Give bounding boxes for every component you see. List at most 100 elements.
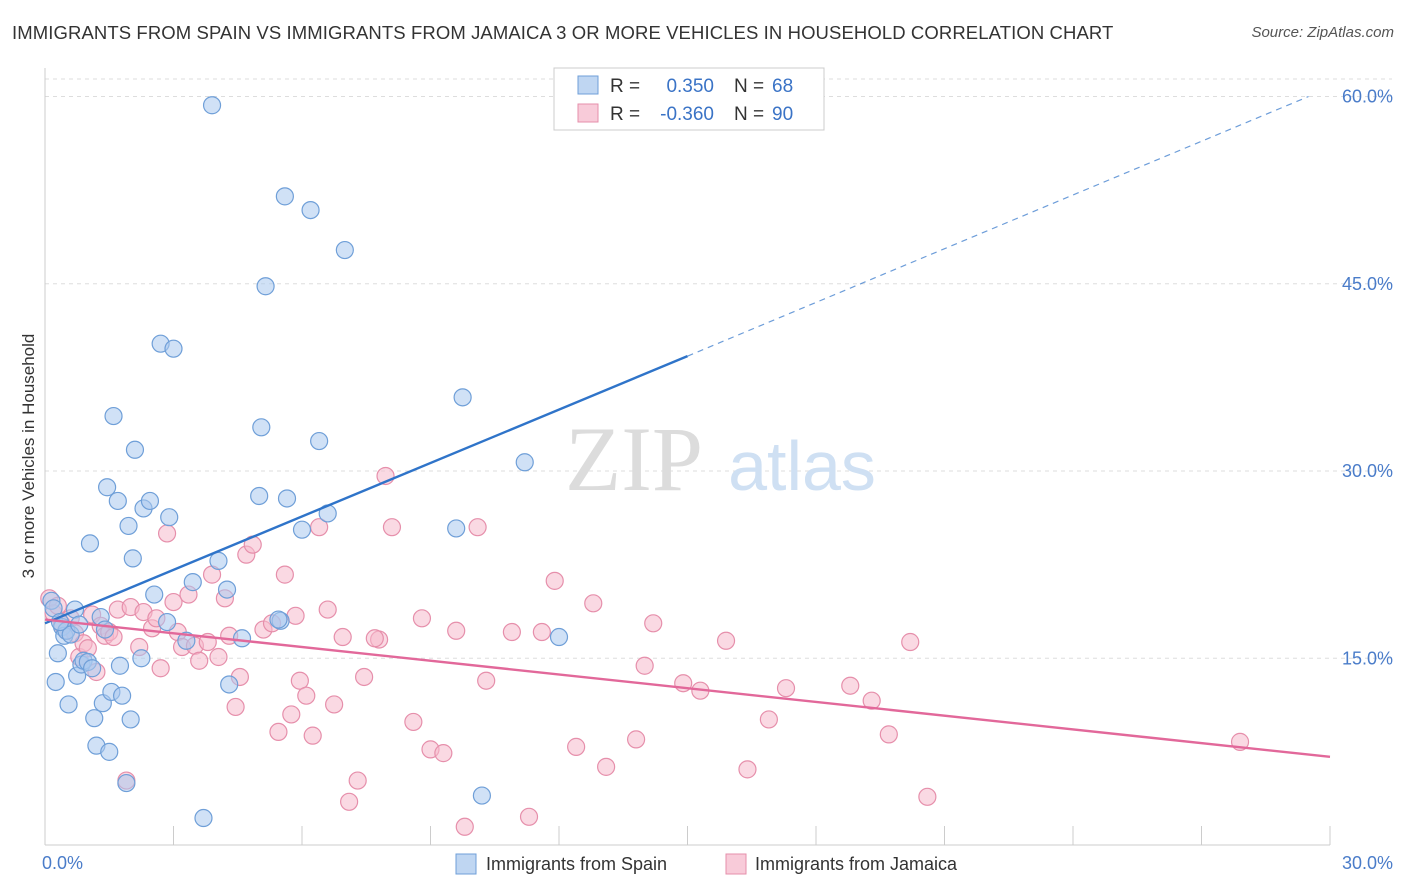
jamaica-point xyxy=(325,695,344,714)
jamaica-point xyxy=(290,671,309,690)
x-tick-labels: 0.0% 30.0% xyxy=(42,853,1393,873)
jamaica-point xyxy=(635,656,654,675)
jamaica-point xyxy=(365,629,384,648)
spain-point xyxy=(95,620,115,639)
spain-point xyxy=(80,534,100,553)
jamaica-point xyxy=(297,686,316,705)
jamaica-point xyxy=(862,691,881,710)
trend-lines xyxy=(44,95,1331,759)
jamaica-point xyxy=(226,697,245,717)
spain-point xyxy=(83,659,102,678)
jamaica-point xyxy=(340,792,359,811)
jamaica-point xyxy=(209,647,228,667)
legend-jamaica-label: Immigrants from Jamaica xyxy=(755,854,958,874)
spain-point xyxy=(447,519,466,538)
spain-point xyxy=(125,440,145,459)
jamaica-point xyxy=(597,757,616,776)
legend-jamaica-swatch xyxy=(725,853,747,875)
spain-point xyxy=(145,585,164,604)
spain-points xyxy=(42,96,569,828)
spain-r-value: 0.350 xyxy=(666,76,714,97)
spain-point xyxy=(48,644,67,663)
spain-point xyxy=(100,742,119,761)
jamaica-point xyxy=(348,771,367,790)
spain-point xyxy=(160,508,179,527)
watermark-atlas: atlas xyxy=(728,427,876,505)
jamaica-point xyxy=(164,592,183,612)
spain-point xyxy=(252,418,271,437)
jamaica-point xyxy=(303,726,322,745)
spain-point xyxy=(277,489,297,508)
jamaica-point xyxy=(532,622,551,642)
legend-spain-label: Immigrants from Spain xyxy=(486,854,667,874)
jamaica-point xyxy=(468,518,487,537)
spain-point xyxy=(110,656,130,675)
jamaica-point xyxy=(275,565,294,584)
spain-swatch xyxy=(577,75,599,95)
spain-point xyxy=(335,240,354,260)
grid-lines xyxy=(45,78,1392,659)
y-tick-labels: 15.0% 30.0% 45.0% 60.0% xyxy=(1342,87,1393,669)
y-tick-label: 60.0% xyxy=(1342,87,1393,107)
spain-point xyxy=(275,187,294,206)
spain-point xyxy=(220,675,239,694)
jamaica-point xyxy=(477,671,496,690)
y-tick-label: 45.0% xyxy=(1342,274,1393,294)
jamaica-point xyxy=(738,760,757,779)
spain-r-label: R = xyxy=(610,76,640,97)
legend-spain-swatch xyxy=(455,853,477,875)
jamaica-point xyxy=(901,632,920,652)
jamaica-point xyxy=(404,712,423,732)
spain-point xyxy=(202,96,222,115)
jamaica-point xyxy=(626,730,646,749)
x-tick-label: 30.0% xyxy=(1342,853,1393,873)
y-axis-label: 3 or more Vehicles in Household xyxy=(19,334,38,579)
spain-point xyxy=(123,549,142,568)
jamaica-point xyxy=(567,737,586,756)
spain-point xyxy=(217,580,237,599)
jamaica-point xyxy=(190,651,209,670)
bottom-legend: Immigrants from Spain Immigrants from Ja… xyxy=(455,853,958,875)
jamaica-n-label: N = xyxy=(734,104,764,125)
y-tick-label: 15.0% xyxy=(1342,648,1393,668)
jamaica-swatch xyxy=(577,103,599,123)
spain-point xyxy=(164,339,183,358)
watermark: ZIP atlas xyxy=(565,408,876,510)
jamaica-point xyxy=(382,518,402,537)
spain-point xyxy=(301,200,320,220)
jamaica-r-value: -0.360 xyxy=(660,104,714,125)
spain-point xyxy=(117,773,136,793)
stats-legend-frame xyxy=(553,67,825,131)
spain-point xyxy=(108,491,127,511)
spain-trend-line xyxy=(44,355,688,625)
jamaica-points xyxy=(40,466,1250,836)
axes xyxy=(44,68,1331,846)
jamaica-point xyxy=(502,622,521,642)
jamaica-point xyxy=(918,787,937,806)
spain-point xyxy=(104,406,123,426)
spain-point xyxy=(177,631,196,650)
spain-point xyxy=(140,491,160,511)
jamaica-point xyxy=(584,594,603,613)
chart-title: IMMIGRANTS FROM SPAIN VS IMMIGRANTS FROM… xyxy=(12,22,1114,43)
jamaica-point xyxy=(519,807,539,826)
spain-point xyxy=(269,610,288,629)
jamaica-point xyxy=(157,524,177,543)
jamaica-point xyxy=(434,744,453,763)
spain-point xyxy=(292,520,312,539)
jamaica-point xyxy=(545,571,564,590)
x-tick-label: 0.0% xyxy=(42,853,83,873)
jamaica-point xyxy=(759,710,778,729)
spain-point xyxy=(549,627,569,647)
spain-point xyxy=(250,486,269,506)
jamaica-point xyxy=(716,631,736,650)
spain-point xyxy=(256,277,275,296)
spain-point xyxy=(515,453,534,472)
jamaica-point xyxy=(333,627,352,647)
spain-point xyxy=(119,516,138,536)
spain-point xyxy=(59,695,78,714)
spain-point xyxy=(85,709,104,728)
jamaica-point xyxy=(355,667,374,687)
watermark-zip: ZIP xyxy=(565,408,703,510)
